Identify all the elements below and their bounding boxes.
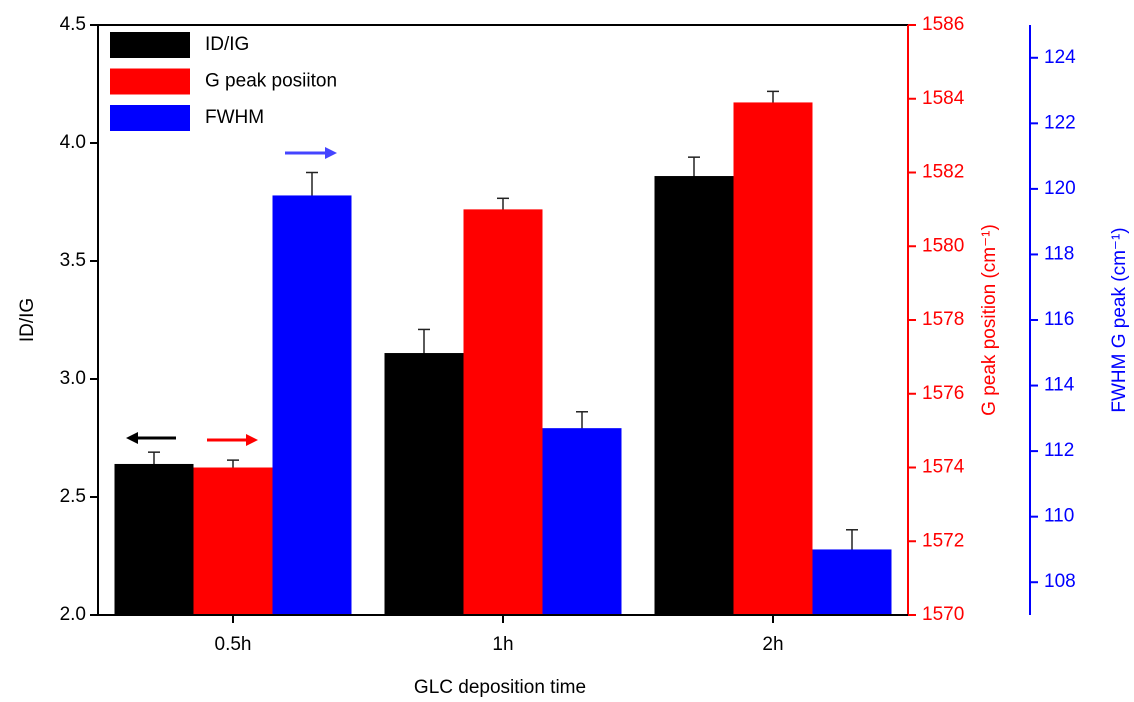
bar <box>384 353 464 615</box>
y2-tick-label: 1574 <box>922 457 965 478</box>
arrow-head <box>246 434 258 446</box>
legend-swatch <box>110 32 190 58</box>
y3-tick-label: 122 <box>1044 112 1076 133</box>
y2-tick-label: 1580 <box>922 235 964 256</box>
direction-arrows <box>126 147 337 446</box>
bar <box>463 209 543 615</box>
x-tick-label: 2h <box>762 634 783 655</box>
y3-tick-label: 114 <box>1044 375 1075 396</box>
bar <box>114 463 194 615</box>
bar <box>193 467 273 615</box>
y3-axis-label: FWHM G peak (cm⁻¹) <box>1109 227 1130 412</box>
y2-tick-label: 1578 <box>922 309 964 330</box>
y2-tick-label: 1582 <box>922 162 964 183</box>
y-tick-label: 3.5 <box>60 250 86 271</box>
legend-label: G peak posiiton <box>205 71 337 92</box>
bar <box>812 549 892 615</box>
y2-axis-label: G peak position (cm⁻¹) <box>979 224 1000 416</box>
y-tick-label: 2.0 <box>60 604 86 625</box>
legend-label: FWHM <box>205 107 264 128</box>
y3-tick-label: 120 <box>1044 178 1076 199</box>
arrow-head <box>325 147 337 159</box>
bar <box>733 102 813 615</box>
y3-tick-label: 116 <box>1044 309 1074 330</box>
x-tick-label: 0.5h <box>215 634 252 655</box>
y-tick-label: 4.5 <box>60 14 86 35</box>
legend-swatch <box>110 68 190 95</box>
y3-tick-label: 112 <box>1044 440 1074 461</box>
y2-tick-label: 1576 <box>922 383 964 404</box>
y-axis-label: ID/IG <box>17 298 38 342</box>
y2-tick-label: 1572 <box>922 530 964 551</box>
y3-tick-label: 124 <box>1044 47 1076 68</box>
bar <box>272 195 352 615</box>
y2-tick-label: 1570 <box>922 604 964 625</box>
x-tick-label: 1h <box>492 634 513 655</box>
legend-swatch <box>110 105 190 131</box>
y-tick-label: 3.0 <box>60 368 86 389</box>
arrow-head <box>126 432 138 444</box>
y3-tick-label: 118 <box>1044 243 1074 264</box>
y3-tick-label: 108 <box>1044 571 1076 592</box>
y-tick-label: 4.0 <box>60 132 86 153</box>
x-axis-label: GLC deposition time <box>414 677 586 698</box>
bar <box>542 428 622 615</box>
legend-label: ID/IG <box>205 34 249 55</box>
y2-tick-label: 1586 <box>922 14 964 35</box>
bar <box>654 176 734 616</box>
y3-tick-label: 110 <box>1044 506 1074 527</box>
y-tick-label: 2.5 <box>60 486 86 507</box>
y2-tick-label: 1584 <box>922 88 965 109</box>
